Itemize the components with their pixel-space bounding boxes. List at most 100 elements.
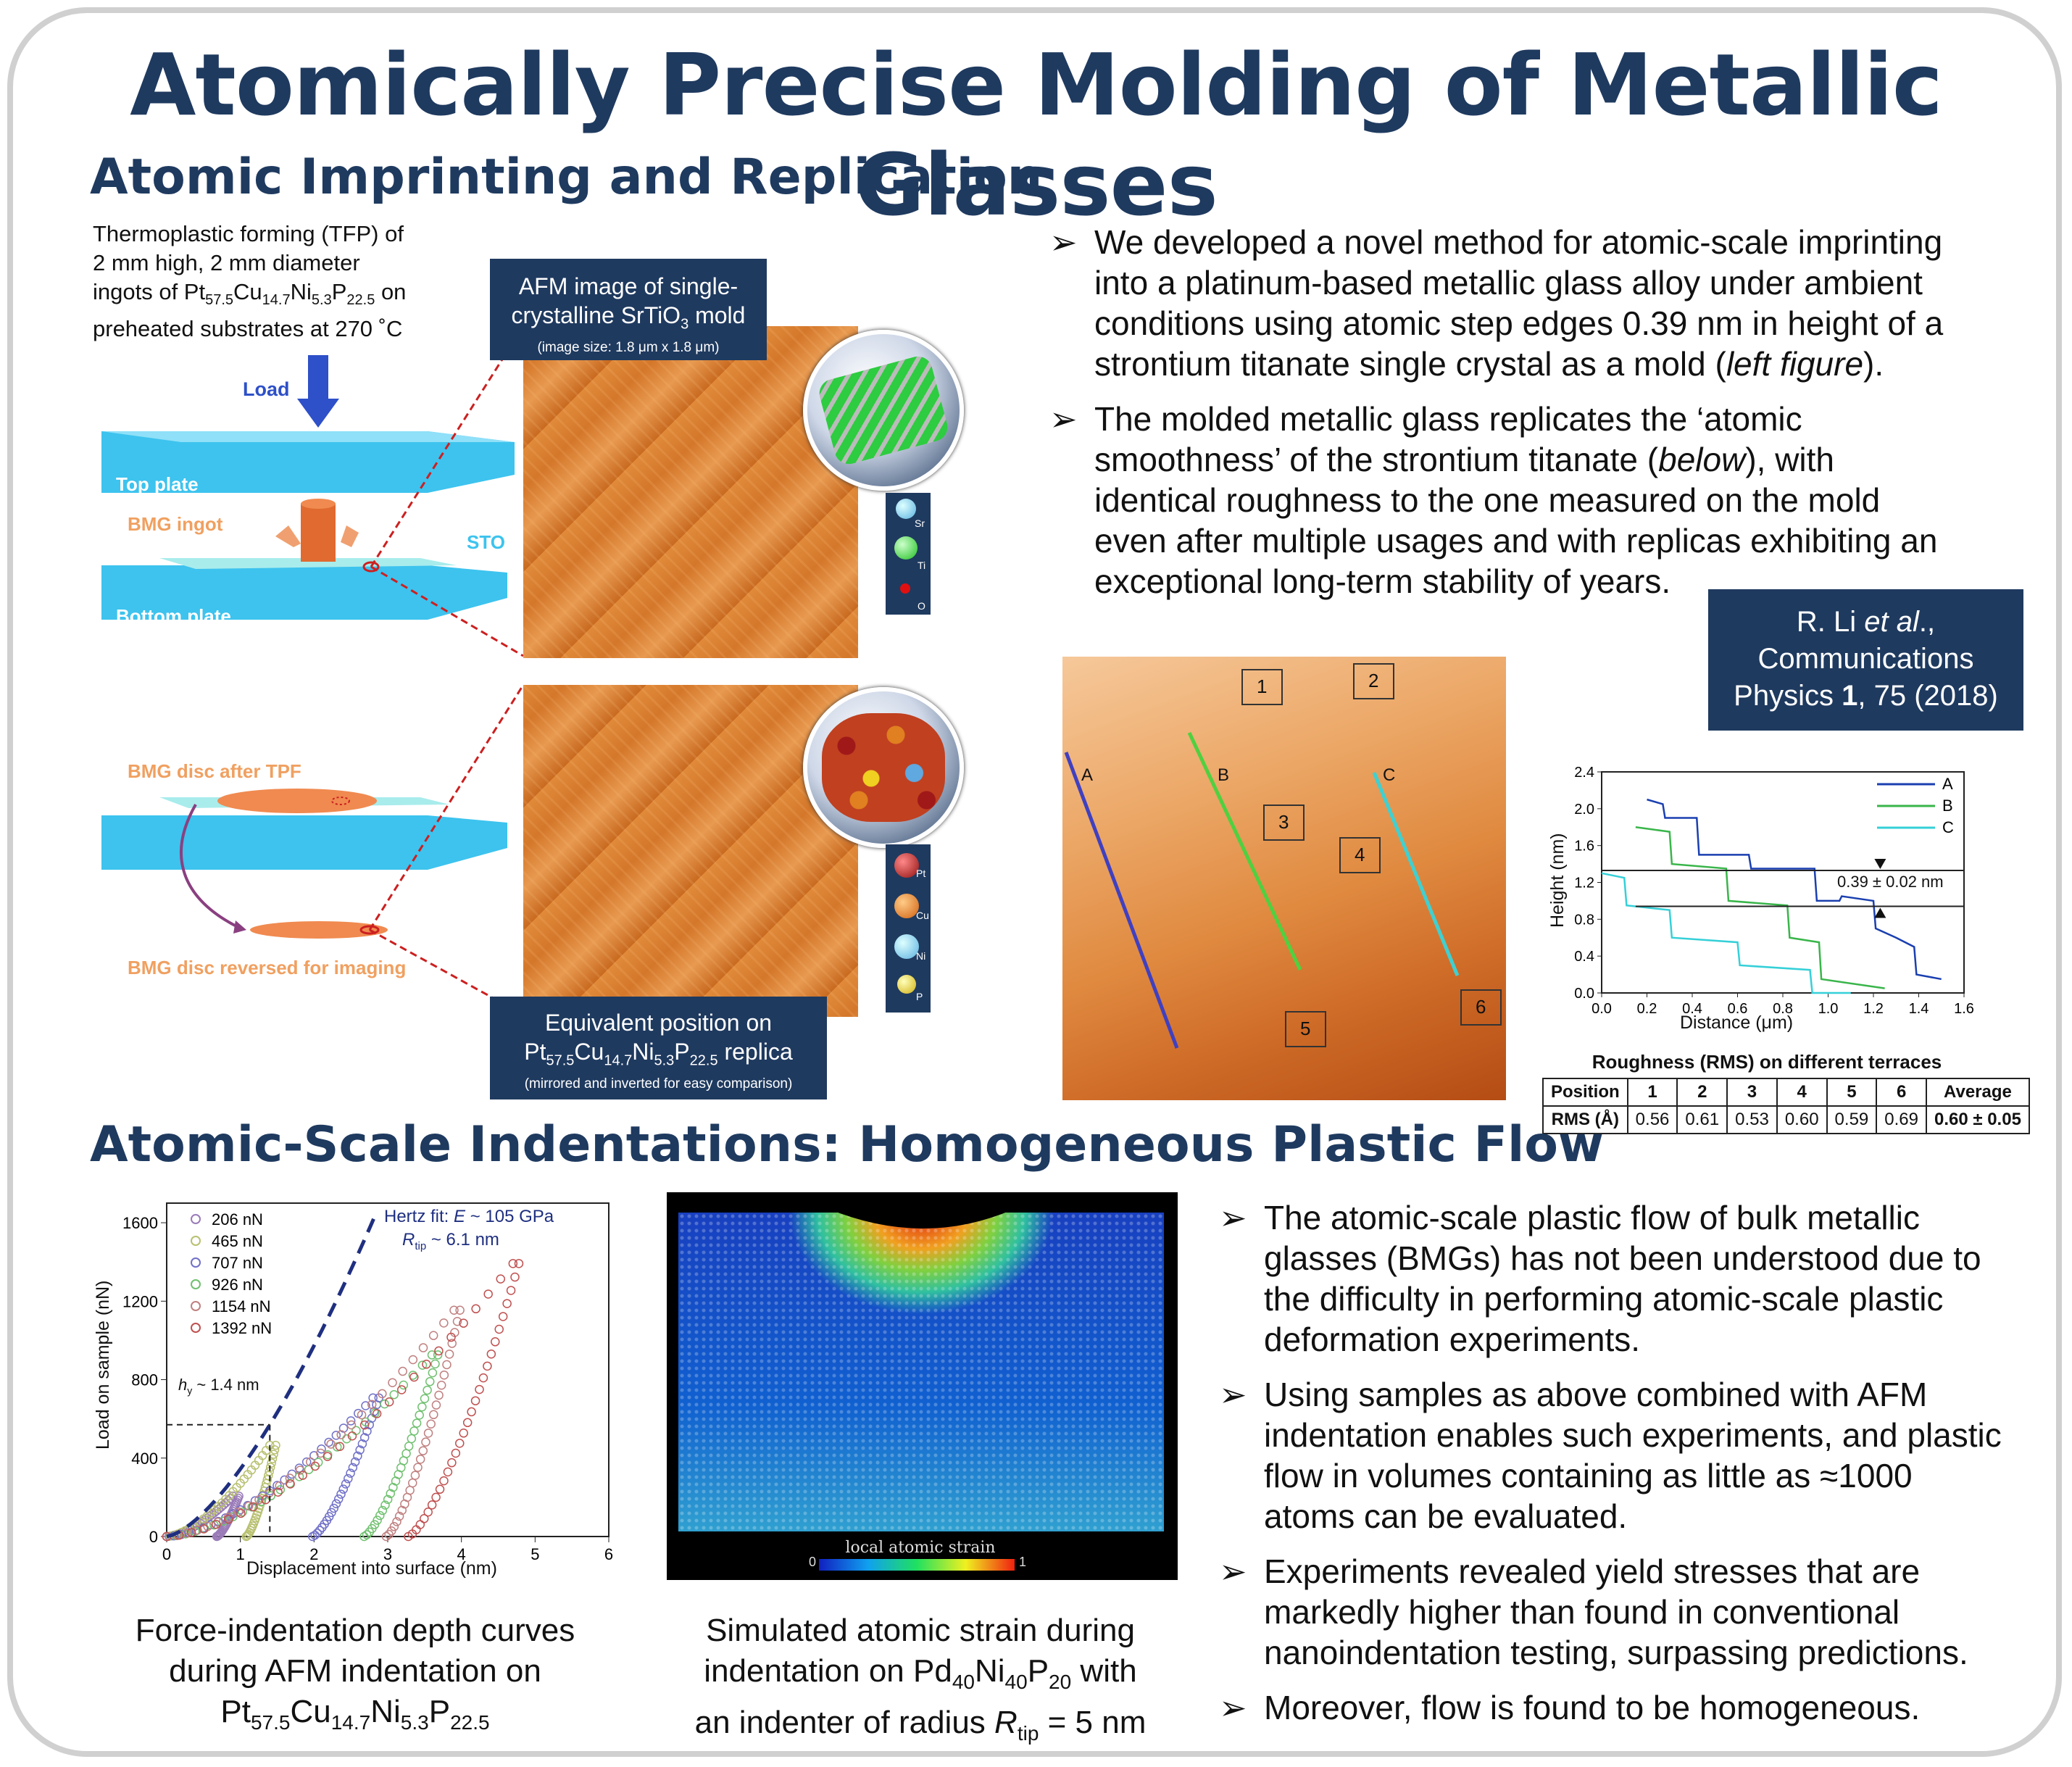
data-point bbox=[415, 1455, 425, 1464]
x-tick-label: 5 bbox=[531, 1545, 539, 1563]
data-point bbox=[435, 1484, 445, 1494]
data-point bbox=[422, 1360, 431, 1369]
data-point bbox=[409, 1426, 419, 1436]
section2-title: Atomic-Scale Indentations: Homogeneous P… bbox=[90, 1116, 1604, 1173]
data-point bbox=[455, 1439, 465, 1448]
plate-lower bbox=[101, 815, 507, 870]
data-point bbox=[236, 1508, 246, 1518]
roughness-title: Roughness (RMS) on different terraces bbox=[1592, 1051, 1942, 1073]
data-point bbox=[483, 1289, 493, 1299]
data-point bbox=[265, 1463, 275, 1472]
data-point bbox=[447, 1458, 457, 1468]
data-point bbox=[236, 1505, 245, 1515]
data-point bbox=[315, 1526, 325, 1535]
data-point bbox=[415, 1410, 424, 1420]
legend-label: 926 nN bbox=[212, 1276, 263, 1294]
data-point bbox=[224, 1514, 233, 1524]
data-point bbox=[357, 1410, 367, 1420]
y-tick-label: 800 bbox=[131, 1371, 158, 1389]
hertz-fit-curve bbox=[166, 1212, 378, 1539]
x-tick-label: 0.2 bbox=[1637, 1001, 1657, 1017]
data-point bbox=[443, 1467, 453, 1477]
data-point bbox=[285, 1473, 295, 1483]
profile-series-C bbox=[1601, 872, 1851, 994]
data-point bbox=[212, 1520, 221, 1529]
x-tick-label: 1.0 bbox=[1818, 1001, 1839, 1017]
data-point bbox=[420, 1394, 430, 1404]
data-point bbox=[331, 1499, 341, 1508]
data-point bbox=[434, 1346, 444, 1356]
rtip-label: Rtip ~ 6.1 nm bbox=[402, 1230, 499, 1252]
table-row: Position 1 2 3 4 5 6 Average bbox=[1542, 1078, 2030, 1107]
data-point bbox=[408, 1478, 417, 1488]
data-point bbox=[267, 1454, 278, 1463]
terrace-box-2 bbox=[1353, 663, 1394, 699]
data-point bbox=[384, 1397, 394, 1407]
data-point bbox=[388, 1483, 398, 1492]
data-point bbox=[199, 1524, 209, 1534]
legend-label-A: A bbox=[1942, 775, 1953, 793]
data-point bbox=[193, 1525, 202, 1535]
legend-label: 707 nN bbox=[212, 1254, 263, 1272]
caption-force-curves: Force-indentation depth curves during AF… bbox=[135, 1613, 575, 1734]
data-point bbox=[372, 1409, 382, 1418]
data-point bbox=[470, 1396, 480, 1405]
y-tick-label: 1.6 bbox=[1574, 839, 1594, 855]
data-point bbox=[442, 1360, 452, 1370]
data-point bbox=[431, 1492, 441, 1502]
data-point bbox=[238, 1507, 247, 1517]
terrace-box-6 bbox=[1460, 989, 1502, 1026]
data-point bbox=[270, 1445, 280, 1455]
label-box-6: 6 bbox=[1476, 996, 1486, 1018]
legend-marker bbox=[191, 1214, 201, 1224]
afm-image-replica bbox=[523, 685, 858, 1017]
data-point bbox=[375, 1510, 385, 1521]
x-tick-label: 0.8 bbox=[1773, 1001, 1793, 1017]
data-point bbox=[494, 1324, 504, 1334]
data-point bbox=[267, 1458, 276, 1468]
data-point bbox=[333, 1494, 344, 1504]
data-point bbox=[452, 1316, 462, 1326]
data-point bbox=[409, 1372, 419, 1382]
profile-ylabel: Height (nm) bbox=[1547, 833, 1568, 928]
afm-terrace-image: A B C 1 2 3 4 5 6 bbox=[1062, 657, 1506, 1100]
profile-line-a bbox=[1064, 752, 1179, 1049]
data-point bbox=[271, 1440, 280, 1450]
data-point bbox=[384, 1529, 394, 1539]
terrace-box-3 bbox=[1263, 804, 1305, 841]
strain-map bbox=[678, 1213, 1164, 1531]
profile-series-B bbox=[1635, 826, 1885, 989]
x-tick-label: 1.4 bbox=[1909, 1001, 1929, 1017]
data-point bbox=[431, 1400, 441, 1410]
label-bottom-plate: Bottom plate bbox=[116, 605, 231, 627]
data-point bbox=[426, 1419, 436, 1429]
data-point bbox=[228, 1512, 238, 1521]
terrace-box-5 bbox=[1285, 1011, 1326, 1047]
legend-marker bbox=[191, 1323, 201, 1333]
flip-arrow bbox=[180, 804, 240, 929]
data-point bbox=[417, 1402, 427, 1412]
data-point bbox=[347, 1431, 357, 1441]
bullet-2: ➢ The molded metallic glass replicates t… bbox=[1049, 400, 1938, 600]
data-point bbox=[338, 1484, 349, 1494]
data-point bbox=[380, 1500, 390, 1510]
sto-substrate bbox=[159, 558, 457, 569]
data-point bbox=[183, 1529, 192, 1538]
data-point bbox=[429, 1410, 438, 1420]
data-point bbox=[514, 1259, 524, 1268]
label-box-5: 5 bbox=[1300, 1018, 1311, 1039]
label-line-b: B bbox=[1218, 765, 1230, 785]
label-line-c: C bbox=[1383, 765, 1396, 785]
arrow-bullet-icon: ➢ bbox=[1049, 223, 1078, 261]
legend-label-B: B bbox=[1942, 797, 1953, 815]
data-point bbox=[471, 1304, 480, 1314]
data-point bbox=[362, 1426, 372, 1436]
legend-marker bbox=[191, 1257, 201, 1268]
caption-strain: Simulated atomic strain during indentati… bbox=[694, 1613, 1147, 1745]
bullet-4: ➢ Using samples as above combined with A… bbox=[1219, 1376, 2002, 1535]
data-point bbox=[359, 1531, 369, 1542]
data-point bbox=[215, 1529, 225, 1539]
section1-title: Atomic Imprinting and Replication bbox=[90, 149, 1043, 206]
data-point bbox=[433, 1350, 443, 1360]
data-point bbox=[396, 1385, 407, 1394]
